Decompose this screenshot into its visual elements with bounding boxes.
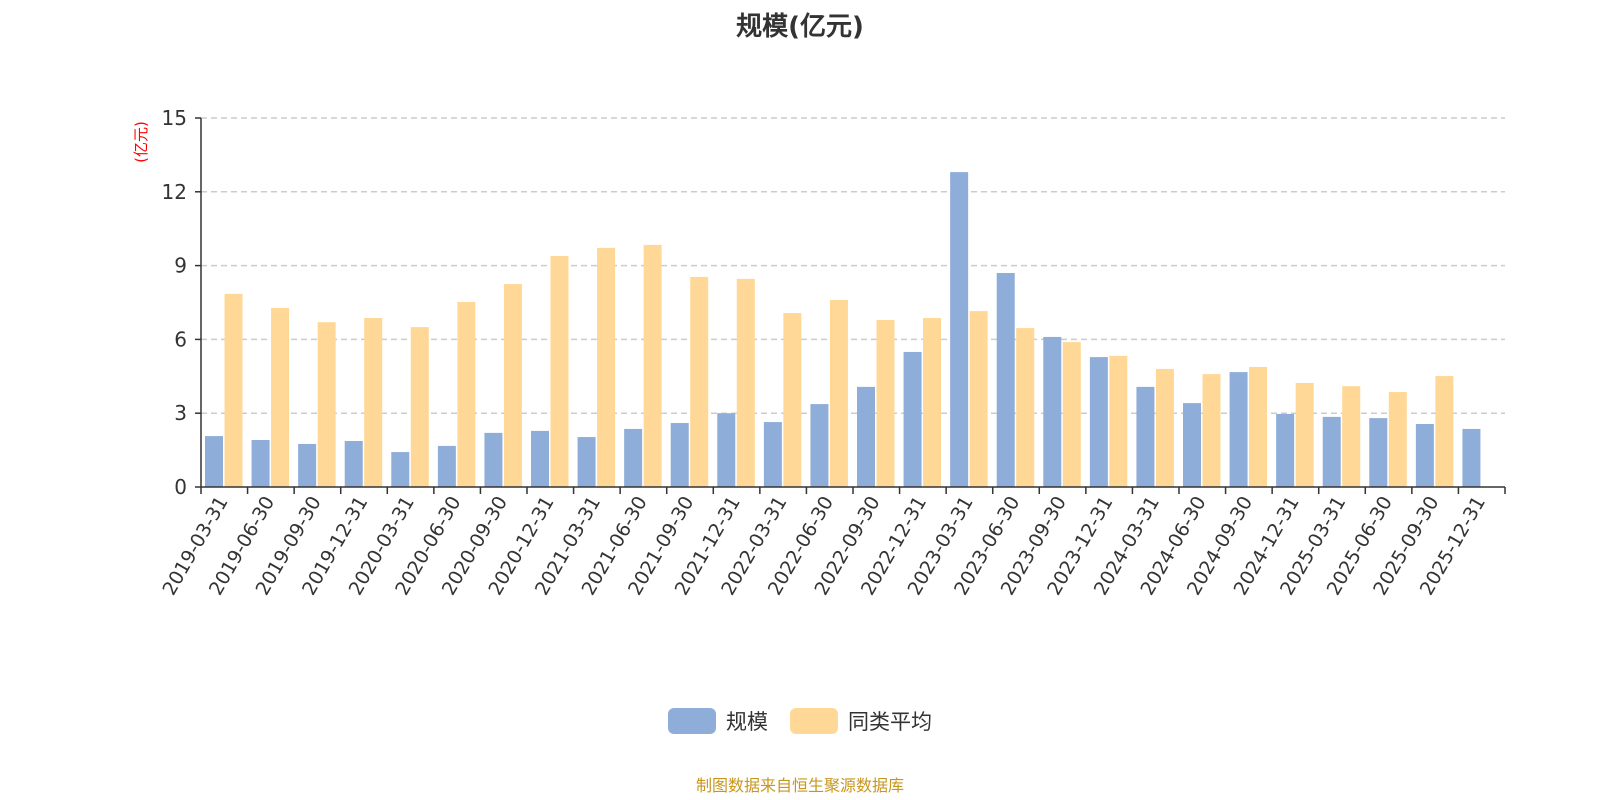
legend-item-avg[interactable]: 同类平均: [790, 706, 932, 736]
bar-avg[interactable]: [457, 302, 476, 487]
bar-scale[interactable]: [624, 428, 643, 487]
bar-scale[interactable]: [1229, 372, 1248, 487]
bar-avg[interactable]: [1249, 366, 1268, 487]
y-tick-label: 9: [174, 254, 187, 278]
bar-scale[interactable]: [1276, 413, 1295, 487]
bar-avg[interactable]: [503, 284, 522, 487]
bar-avg[interactable]: [1109, 355, 1128, 487]
legend-label-scale: 规模: [726, 710, 768, 734]
bar-avg[interactable]: [829, 300, 848, 487]
bar-avg[interactable]: [1202, 374, 1221, 487]
bar-avg[interactable]: [1155, 368, 1174, 487]
bar-avg[interactable]: [969, 311, 988, 487]
bar-scale[interactable]: [251, 440, 270, 487]
bar-avg[interactable]: [783, 313, 802, 487]
source-footer: 制图数据来自恒生聚源数据库: [695, 776, 904, 795]
bar-avg[interactable]: [1062, 342, 1081, 487]
bar-avg[interactable]: [271, 307, 290, 487]
bar-scale[interactable]: [763, 422, 782, 487]
y-tick-label: 6: [174, 327, 187, 351]
y-tick-label: 12: [162, 180, 187, 204]
bar-scale[interactable]: [1183, 403, 1201, 487]
bar-avg[interactable]: [923, 317, 942, 487]
legend-swatch-avg: [790, 708, 838, 734]
bar-avg[interactable]: [1295, 382, 1314, 487]
bar-scale[interactable]: [391, 452, 410, 487]
bar-avg[interactable]: [224, 293, 243, 487]
bar-scale[interactable]: [1462, 428, 1481, 487]
y-tick-label: 3: [174, 401, 187, 425]
bar-avg[interactable]: [876, 319, 895, 487]
bar-avg[interactable]: [317, 322, 336, 487]
legend-swatch-scale: [668, 708, 716, 734]
bar-avg[interactable]: [736, 278, 755, 487]
y-tick-label: 15: [162, 106, 187, 130]
bar-avg[interactable]: [364, 317, 383, 487]
bar-scale[interactable]: [670, 423, 689, 487]
bar-scale[interactable]: [857, 386, 875, 487]
bar-scale[interactable]: [205, 436, 223, 487]
bar-avg[interactable]: [690, 276, 709, 487]
bar-scale[interactable]: [717, 413, 736, 487]
bar-scale[interactable]: [1322, 416, 1341, 487]
bar-avg[interactable]: [1435, 376, 1454, 487]
bar-scale[interactable]: [810, 404, 829, 487]
y-tick-label: 0: [174, 475, 187, 499]
bar-scale[interactable]: [950, 172, 969, 487]
bar-avg[interactable]: [1388, 392, 1407, 487]
y-axis-label: (亿元): [132, 121, 150, 163]
bar-scale[interactable]: [903, 351, 922, 487]
bar-avg[interactable]: [1342, 386, 1361, 487]
bar-scale[interactable]: [996, 272, 1015, 487]
bar-scale[interactable]: [531, 430, 549, 487]
bar-scale[interactable]: [484, 432, 503, 487]
bar-avg[interactable]: [643, 244, 662, 487]
bar-avg[interactable]: [410, 327, 429, 487]
bar-scale[interactable]: [577, 437, 596, 487]
chart-title: 规模(亿元): [736, 12, 864, 42]
bar-scale[interactable]: [1136, 386, 1155, 487]
bar-avg[interactable]: [550, 256, 569, 487]
legend-label-avg: 同类平均: [848, 710, 932, 734]
bar-scale[interactable]: [1043, 336, 1062, 487]
bar-scale[interactable]: [1089, 357, 1108, 487]
bar-scale[interactable]: [1369, 418, 1388, 487]
bar-scale[interactable]: [437, 445, 456, 487]
legend: 规模 同类平均: [0, 706, 1600, 736]
bar-scale[interactable]: [344, 440, 363, 487]
bar-scale[interactable]: [1415, 424, 1434, 487]
bar-scale[interactable]: [298, 443, 317, 487]
bar-chart: 03691215(亿元)2019-03-312019-06-302019-09-…: [132, 106, 1506, 599]
bar-avg[interactable]: [1016, 328, 1035, 487]
legend-item-scale[interactable]: 规模: [668, 706, 768, 736]
bar-avg[interactable]: [597, 247, 616, 487]
